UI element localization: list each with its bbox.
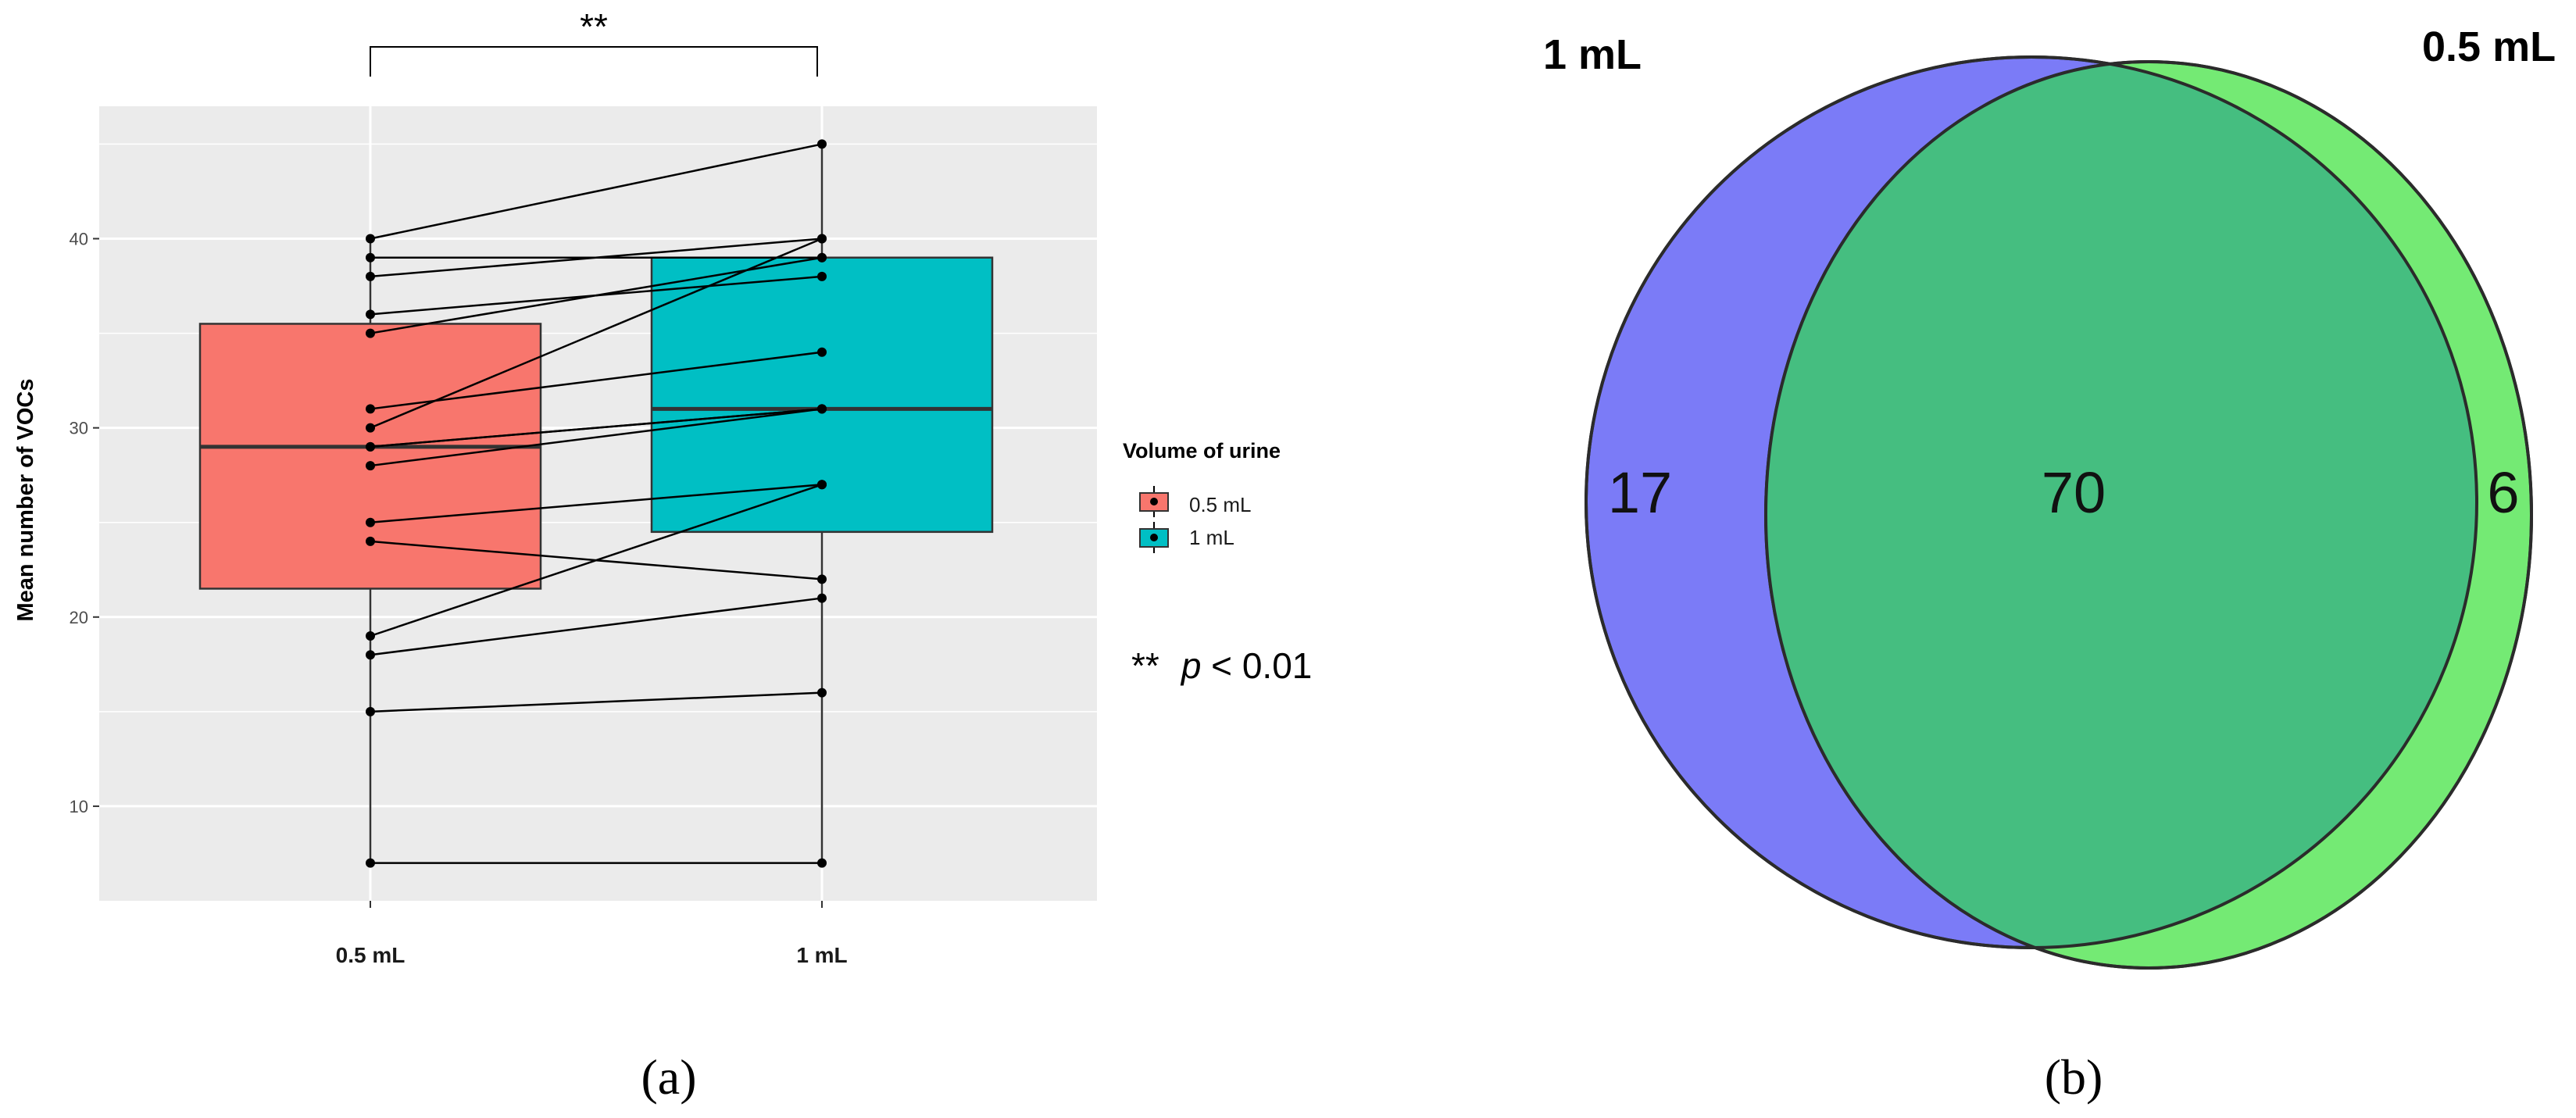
data-point — [817, 252, 827, 263]
data-point — [366, 271, 375, 281]
data-point — [366, 252, 375, 263]
venn-overlap-region — [1766, 62, 2477, 948]
panel-b-label: (b) — [2045, 1049, 2103, 1105]
y-tick-label: 40 — [70, 230, 88, 249]
data-point — [366, 423, 375, 433]
paired-line — [370, 597, 823, 656]
whiskers — [369, 144, 824, 863]
y-tick-label: 10 — [70, 797, 88, 816]
y-tick-label: 30 — [70, 419, 88, 438]
p-note-stars: ** — [1131, 645, 1159, 686]
x-tick-label: 1 mL — [796, 943, 847, 967]
p-note-p: p — [1180, 645, 1202, 686]
paired-line — [370, 143, 823, 240]
data-point — [366, 441, 375, 452]
y-axis-ticks: 10 20 30 40 — [70, 230, 99, 816]
legend-label: 0.5 mL — [1189, 493, 1252, 516]
legend-label: 1 mL — [1189, 526, 1234, 549]
venn-count-intersection: 70 — [2042, 460, 2106, 525]
panel-a-label: (a) — [641, 1049, 696, 1105]
data-points — [366, 139, 827, 868]
paired-line — [370, 238, 823, 278]
data-point — [366, 650, 375, 660]
data-point — [366, 517, 375, 527]
data-point — [366, 631, 375, 641]
venn-circle-0-5-ml-outline — [1764, 60, 2533, 970]
x-tick-label: 0.5 mL — [336, 943, 406, 967]
data-point — [366, 404, 375, 414]
data-point — [817, 404, 827, 414]
paired-line — [370, 238, 823, 429]
venn-count-0-5-ml-only: 6 — [2487, 460, 2519, 525]
data-point — [366, 536, 375, 546]
legend-item-0-5-ml: 0.5 mL — [1139, 486, 1252, 517]
data-point — [366, 309, 375, 320]
data-point — [817, 347, 827, 357]
paired-line — [370, 484, 823, 523]
legend-title: Volume of urine — [1123, 439, 1281, 463]
data-point — [817, 574, 827, 584]
y-axis-label: Mean number of VOCs — [13, 379, 38, 622]
box-0-5-ml — [198, 323, 542, 590]
data-point — [817, 858, 827, 868]
panel-b-venn: 1 mL 0.5 mL 17 70 6 (b) — [1543, 23, 2556, 1105]
data-point — [817, 271, 827, 281]
venn-set-label-0-5-ml: 0.5 mL — [2422, 23, 2556, 70]
data-point — [817, 593, 827, 603]
data-point — [366, 328, 375, 338]
paired-line — [370, 408, 823, 448]
data-point — [366, 234, 375, 244]
legend-key-point — [1150, 534, 1158, 541]
data-point — [817, 480, 827, 490]
legend-item-1-ml: 1 mL — [1139, 522, 1234, 553]
paired-line — [370, 484, 823, 638]
y-tick-label: 20 — [70, 608, 88, 627]
venn-set-label-1-ml: 1 mL — [1543, 31, 1642, 78]
p-note-rest: < 0.01 — [1201, 645, 1312, 686]
p-value-note: ** p < 0.01 — [1131, 645, 1312, 686]
paired-line — [370, 691, 823, 713]
data-point — [817, 688, 827, 698]
box-1-ml — [650, 256, 994, 534]
paired-line — [370, 351, 823, 410]
data-point — [366, 706, 375, 716]
paired-lines — [370, 143, 823, 864]
legend: Volume of urine 0.5 mL 1 mL — [1123, 439, 1281, 553]
x-axis-ticks: 0.5 mL 1 mL — [336, 901, 848, 967]
data-point — [817, 234, 827, 244]
legend-key-point — [1150, 498, 1158, 505]
data-point — [366, 461, 375, 471]
data-point — [366, 858, 375, 868]
venn-count-1-ml-only: 17 — [1608, 460, 1672, 525]
paired-line — [370, 408, 823, 467]
significance-stars: ** — [580, 6, 608, 47]
data-point — [817, 139, 827, 149]
significance-bracket — [370, 46, 818, 77]
